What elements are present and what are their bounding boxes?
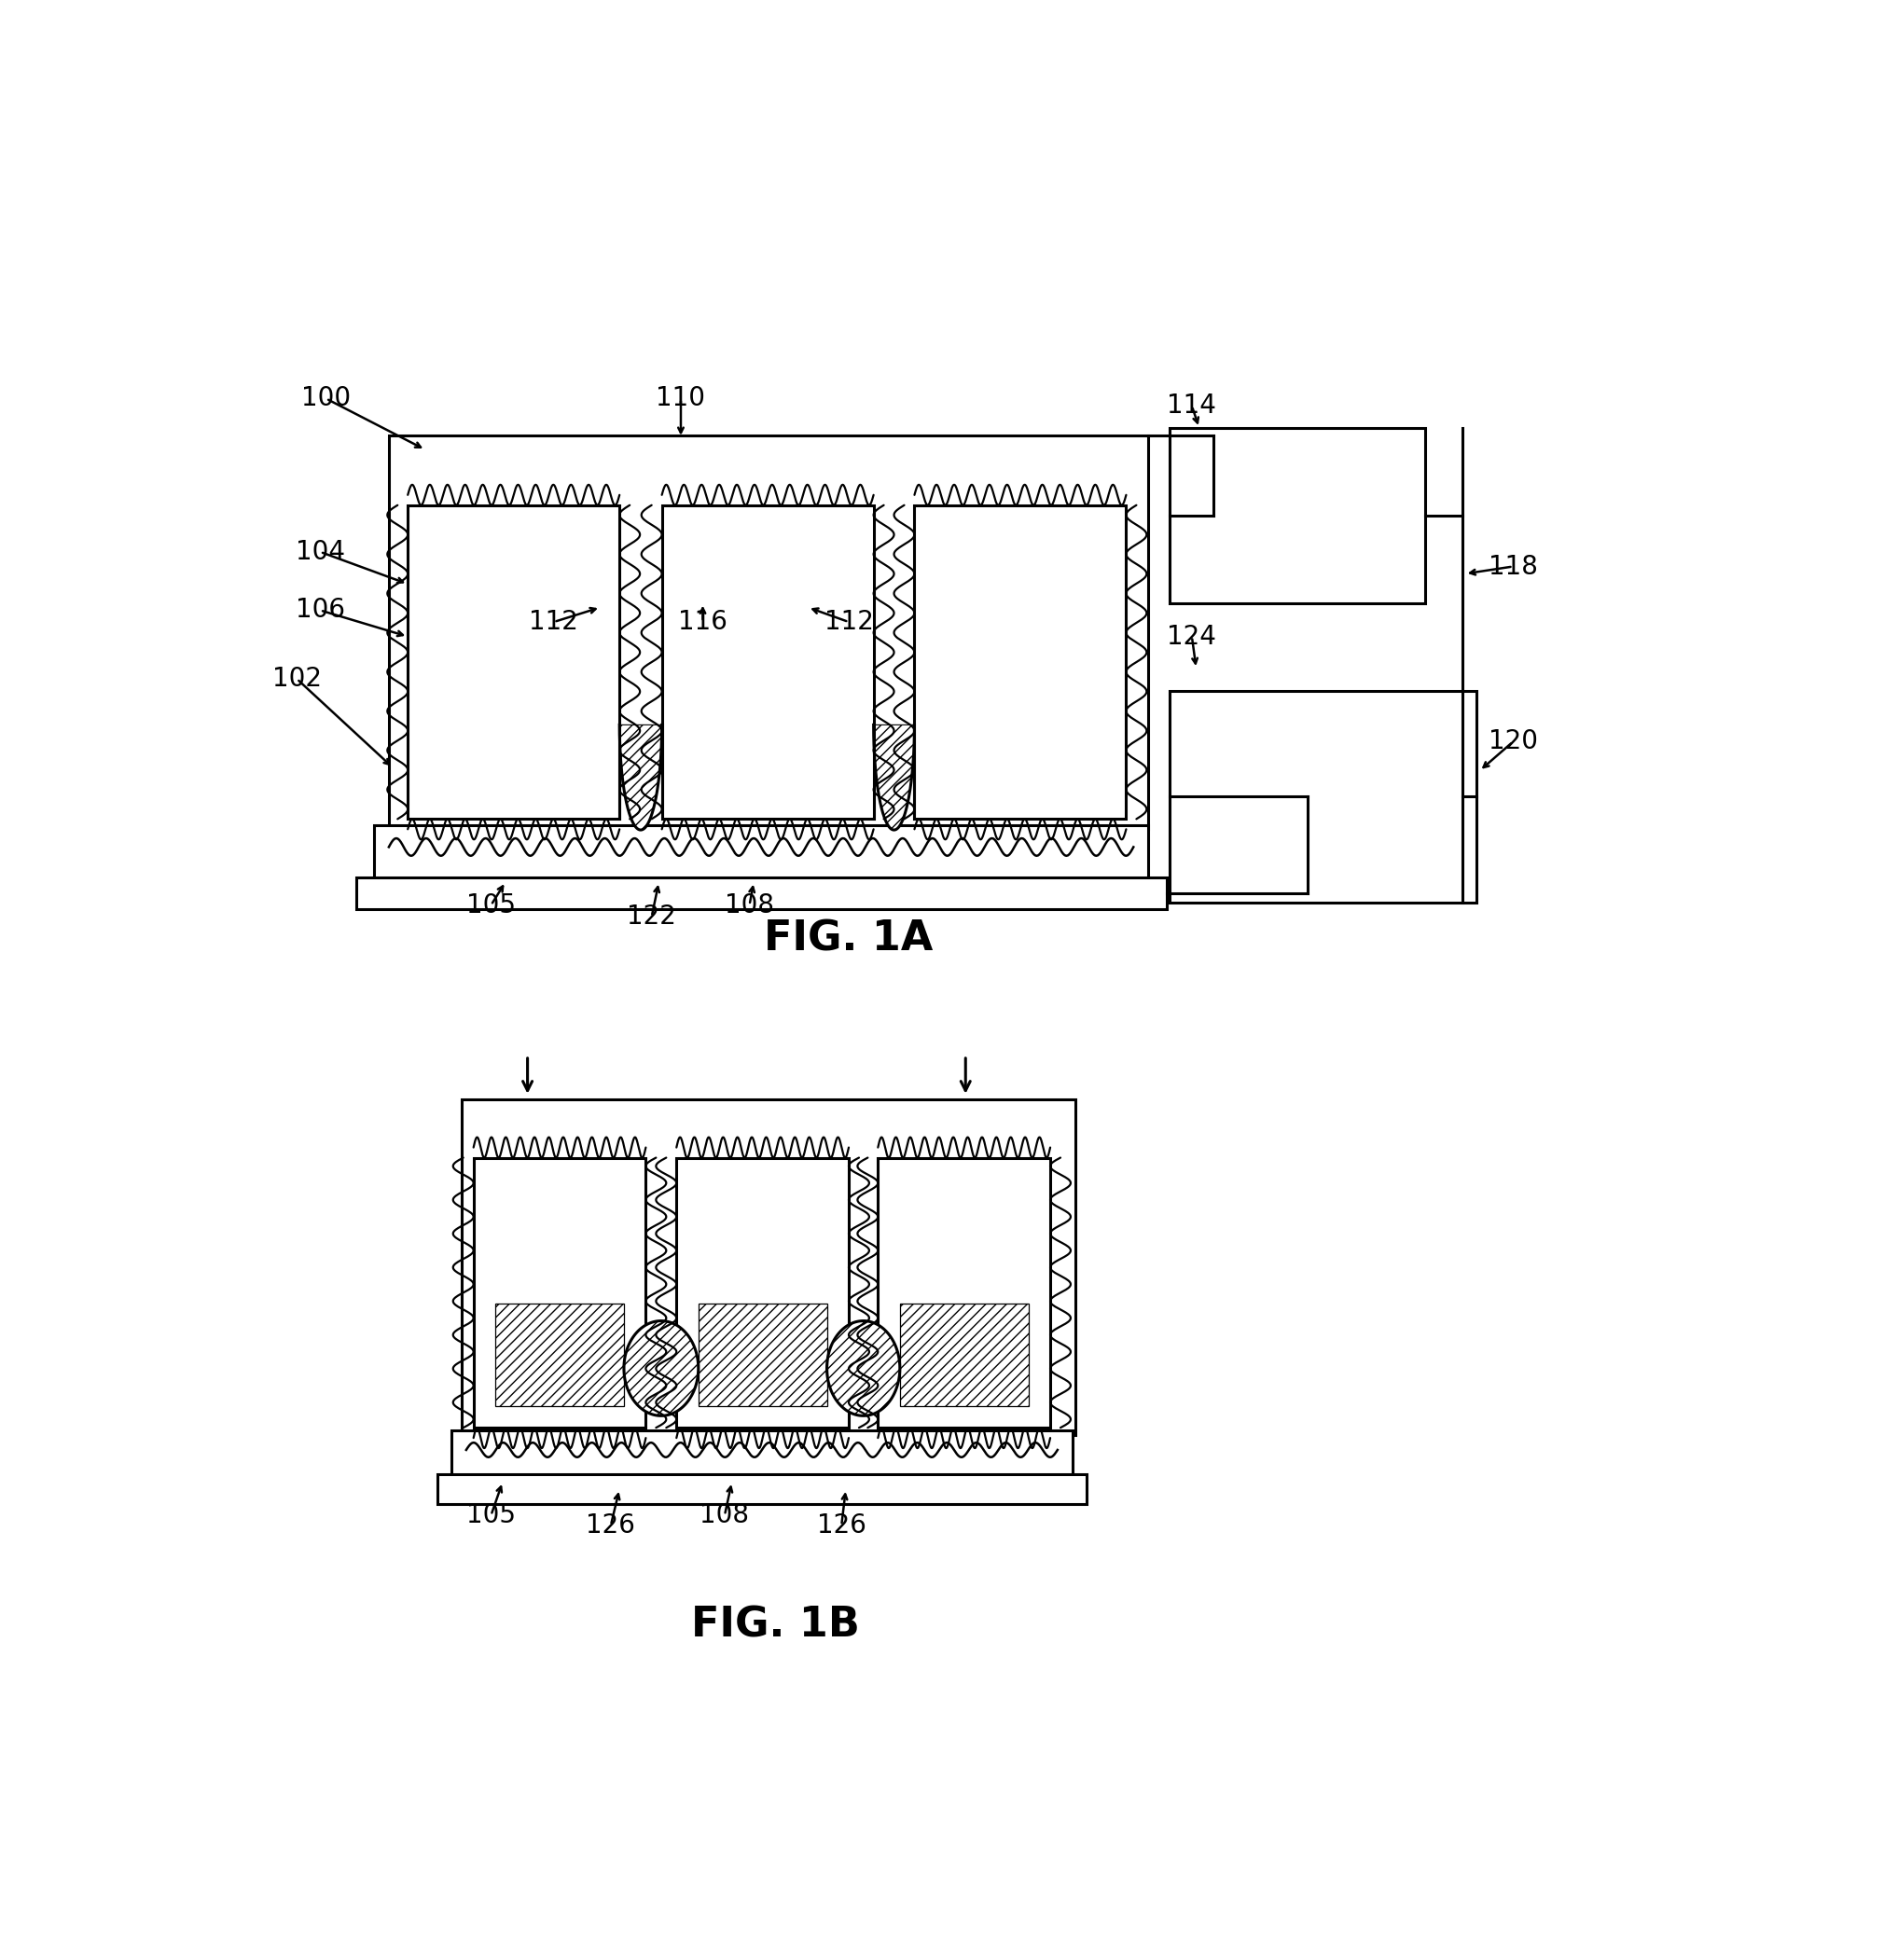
Bar (661, 506, 874, 819)
Polygon shape (874, 725, 914, 829)
Text: 102: 102 (271, 666, 322, 692)
Text: 118: 118 (1488, 553, 1537, 580)
Bar (914, 506, 1127, 819)
Bar (452, 1431, 1072, 1478)
Text: 110: 110 (656, 386, 705, 412)
Text: 108: 108 (701, 1501, 750, 1529)
Text: 114: 114 (1168, 392, 1217, 419)
Bar (901, 1303, 1029, 1405)
Text: 124: 124 (1168, 623, 1217, 649)
Text: 126: 126 (586, 1513, 635, 1539)
Text: 106: 106 (296, 598, 345, 623)
Text: 108: 108 (725, 892, 774, 917)
Bar (914, 506, 1127, 819)
Polygon shape (620, 725, 661, 829)
Bar (462, 1100, 1076, 1435)
Bar (437, 1474, 1087, 1503)
Bar (375, 825, 1147, 880)
Text: 104: 104 (296, 539, 345, 564)
Text: 126: 126 (818, 1513, 867, 1539)
Bar (676, 1158, 848, 1427)
Bar (356, 878, 1166, 909)
Bar (388, 435, 1147, 829)
Text: 122: 122 (627, 904, 676, 929)
Text: 105: 105 (467, 1501, 516, 1529)
Bar (1170, 690, 1477, 902)
Text: 105: 105 (467, 892, 516, 917)
Text: 116: 116 (678, 610, 727, 635)
Text: 112: 112 (823, 610, 874, 635)
Bar (473, 1158, 646, 1427)
Bar (676, 1158, 848, 1427)
Bar (473, 1158, 646, 1427)
Bar (699, 1303, 827, 1405)
Text: 112: 112 (529, 610, 578, 635)
Bar (407, 506, 620, 819)
Text: 100: 100 (301, 386, 350, 412)
Text: 120: 120 (1488, 729, 1537, 755)
Bar (878, 1158, 1049, 1427)
Polygon shape (827, 1321, 901, 1415)
Text: FIG. 1A: FIG. 1A (765, 919, 933, 958)
Bar (878, 1158, 1049, 1427)
Bar (1170, 427, 1426, 604)
Bar (495, 1303, 624, 1405)
Bar (407, 506, 620, 819)
Polygon shape (624, 1321, 699, 1415)
Text: FIG. 1B: FIG. 1B (691, 1605, 861, 1644)
Bar (661, 506, 874, 819)
